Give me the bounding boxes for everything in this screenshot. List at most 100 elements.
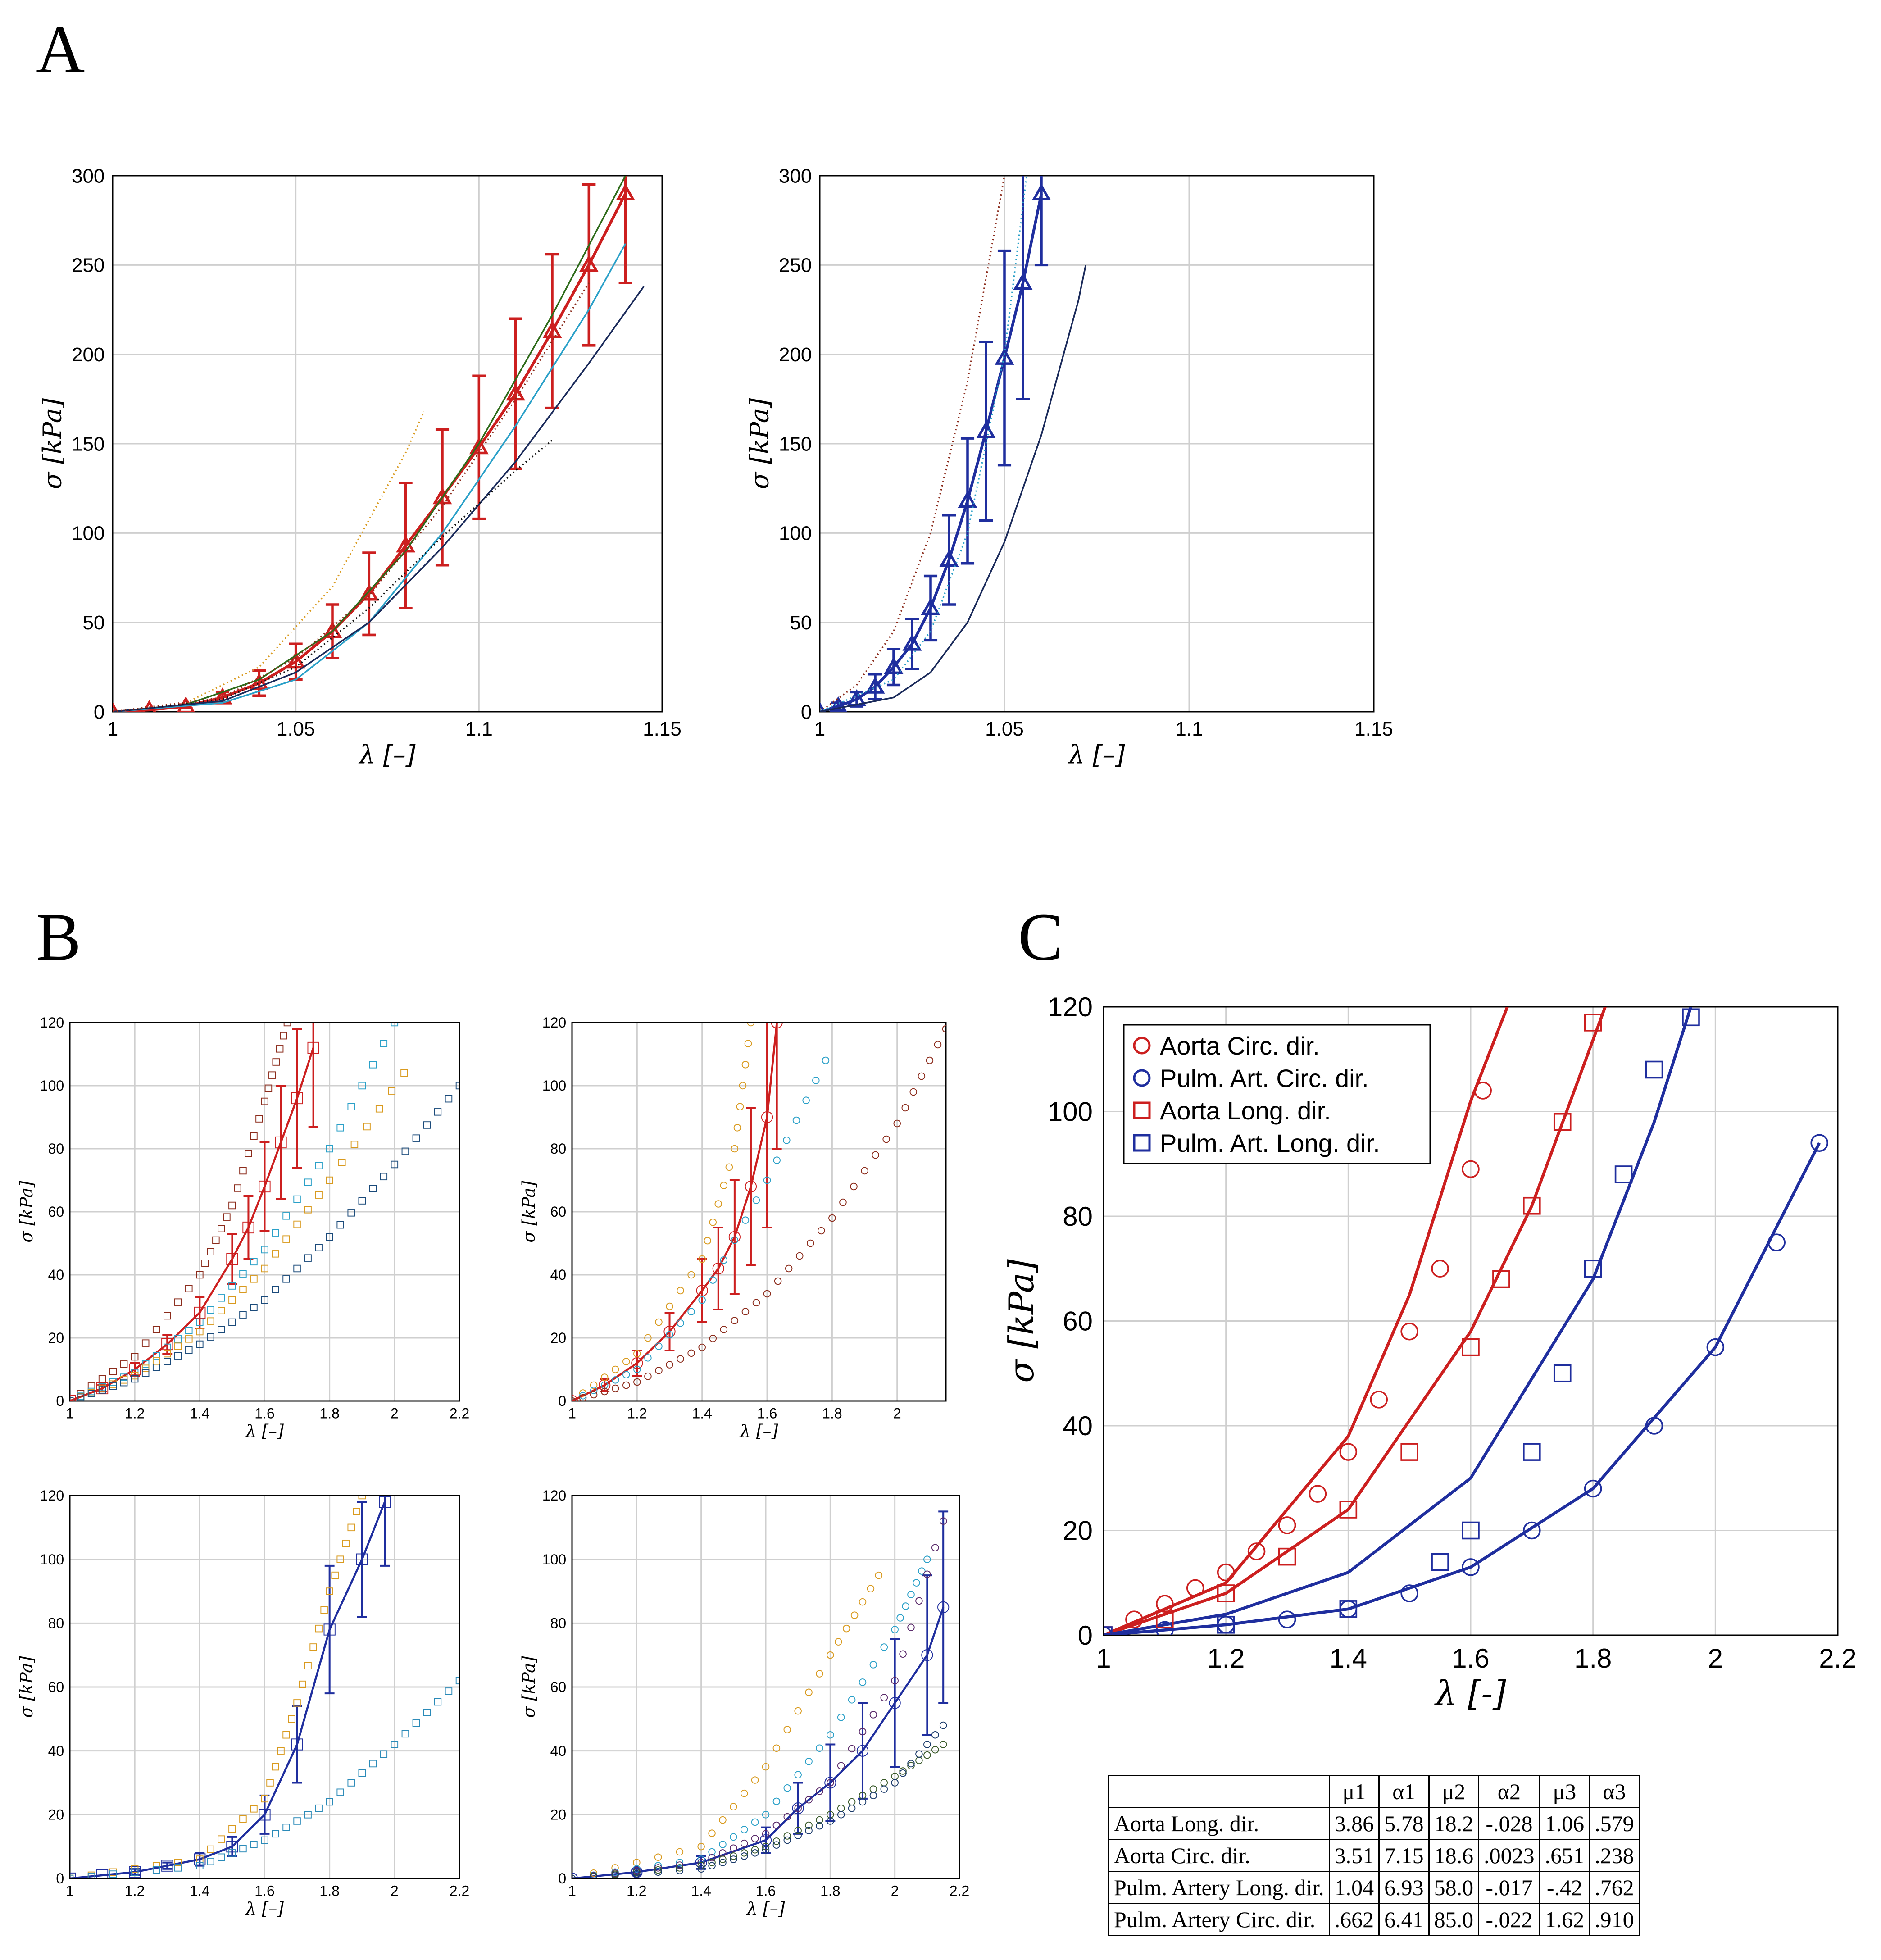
data-point — [611, 1376, 619, 1384]
data-point — [891, 1677, 899, 1685]
data-point — [261, 1296, 268, 1304]
y-tick-label: 80 — [550, 1141, 567, 1157]
y-tick-label: 0 — [56, 1870, 64, 1887]
data-point — [293, 1220, 301, 1228]
x-tick-label: 1.8 — [319, 1883, 339, 1899]
data-point — [163, 1350, 171, 1358]
data-point — [654, 1868, 662, 1876]
data-point — [805, 1827, 813, 1835]
data-point — [272, 1058, 280, 1066]
data-point — [358, 1496, 366, 1500]
table-cell: 1.62 — [1539, 1903, 1590, 1936]
error-bar — [746, 1106, 756, 1267]
parameter-table: μ1 α1 μ2 α2 μ3 α3 Aorta Long. dir. 3.86 … — [1108, 1775, 1640, 1936]
x-tick-label: 1 — [568, 1883, 576, 1899]
data-point — [109, 1870, 117, 1878]
data-point — [212, 1236, 220, 1244]
data-point — [763, 1290, 771, 1298]
data-point — [283, 1023, 291, 1027]
data-point — [818, 1227, 825, 1235]
data-point — [1645, 1060, 1663, 1079]
data-point — [315, 1624, 323, 1633]
data-point — [698, 1343, 706, 1351]
y-tick-label: 250 — [779, 255, 812, 277]
chart-A-left: 1 1.05 1.1 1.15 0 50 100 150 200 250 300 λ [–] σ [kP… — [38, 165, 682, 769]
data-point — [915, 1597, 923, 1605]
data-point — [445, 1687, 453, 1695]
data-point — [590, 1873, 598, 1878]
data-point — [730, 1844, 737, 1852]
plot-frame — [571, 1495, 960, 1879]
data-point — [741, 1308, 750, 1315]
data-point — [96, 1382, 109, 1395]
data-point — [708, 1829, 716, 1837]
data-point — [250, 1132, 258, 1140]
y-tick-label: 20 — [550, 1330, 567, 1346]
data-point — [687, 1308, 695, 1315]
table-cell: -.42 — [1539, 1871, 1590, 1904]
data-point — [276, 1045, 284, 1053]
y-tick-label: 80 — [48, 1615, 64, 1632]
error-bar — [923, 574, 938, 642]
plot-frame — [571, 1022, 947, 1402]
y-tick-label: 120 — [1048, 992, 1093, 1022]
data-point — [802, 1096, 810, 1104]
data-point — [207, 1845, 214, 1853]
data-point — [931, 1731, 939, 1739]
data-point — [336, 1124, 344, 1132]
data-point — [1474, 1082, 1492, 1100]
data-point — [455, 1677, 459, 1685]
error-bar — [772, 1023, 782, 1150]
data-point — [644, 1372, 652, 1380]
data-point — [644, 1354, 652, 1362]
x-tick-label: 1.6 — [757, 1405, 777, 1421]
legend-label: Pulm. Art. Long. dir. — [1160, 1129, 1380, 1157]
data-point — [272, 1763, 279, 1771]
data-point — [207, 1317, 214, 1325]
data-point — [869, 1792, 877, 1800]
data-point — [228, 1201, 236, 1210]
data-point — [848, 1696, 856, 1704]
y-tick-label: 150 — [72, 433, 104, 455]
data-point — [70, 1872, 76, 1878]
data-point — [358, 1197, 366, 1205]
data-point — [239, 1845, 247, 1853]
data-point — [937, 1601, 950, 1614]
series-line-specimen-darkred — [113, 282, 590, 712]
data-point — [752, 1196, 760, 1204]
y-tick-label: 120 — [40, 1014, 64, 1031]
data-point — [1031, 183, 1051, 200]
data-point — [697, 1842, 705, 1851]
y-tick-label: 120 — [40, 1487, 64, 1504]
data-point — [1462, 1338, 1480, 1356]
table-cell: .579 — [1589, 1807, 1640, 1840]
data-point — [1156, 1610, 1174, 1628]
x-tick-label: 1 — [66, 1405, 74, 1421]
data-point — [931, 1746, 939, 1754]
data-point — [822, 1056, 830, 1064]
legend-label: Aorta Long. dir. — [1160, 1096, 1331, 1125]
data-point — [242, 1221, 254, 1234]
data-point — [174, 1298, 182, 1306]
data-point — [666, 1302, 673, 1310]
data-point — [228, 1296, 236, 1304]
data-point — [720, 1182, 728, 1189]
data-point — [837, 1811, 845, 1819]
data-point — [432, 487, 452, 505]
error-bar — [162, 1861, 173, 1870]
data-point — [907, 1623, 915, 1632]
data-point — [1400, 1443, 1418, 1461]
data-point — [923, 1741, 931, 1748]
data-point — [708, 1854, 716, 1862]
y-tick-label: 200 — [779, 344, 812, 366]
data-point — [752, 1299, 760, 1307]
data-point — [1156, 1621, 1174, 1635]
table-cell: 1.04 — [1328, 1871, 1380, 1904]
data-point — [434, 1108, 442, 1116]
table-cell: 3.51 — [1328, 1839, 1380, 1872]
y-tick-label: 100 — [542, 1551, 566, 1568]
data-point — [250, 1258, 258, 1266]
data-point — [880, 1643, 888, 1651]
table-cell: 3.86 — [1328, 1807, 1380, 1840]
